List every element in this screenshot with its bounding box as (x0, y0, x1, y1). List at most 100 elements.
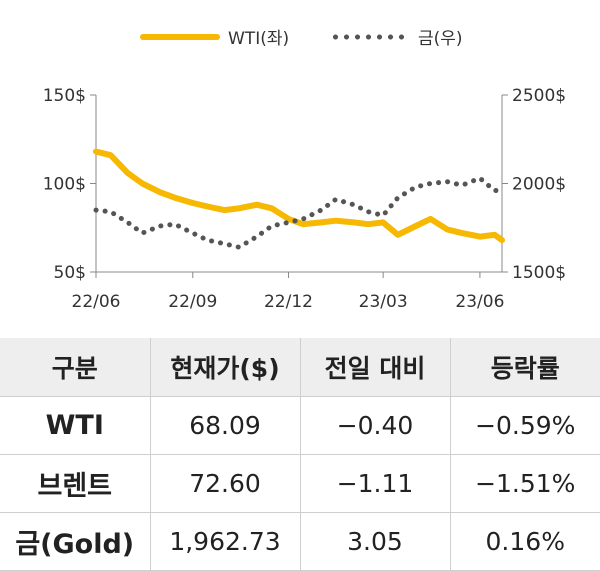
x-tick-label: 22/09 (168, 292, 217, 312)
legend-label-wti: WTI(좌) (228, 29, 290, 49)
row-label: 금(Gold) (0, 512, 150, 571)
change-rate: 0.16% (449, 512, 600, 571)
wti-point (142, 183, 143, 184)
wti-point (321, 222, 322, 223)
wti-point (110, 155, 111, 156)
gold-point (271, 225, 272, 226)
current-price: 68.09 (149, 396, 300, 455)
wti-point (224, 210, 225, 211)
wti-point (397, 234, 398, 235)
wti-point (368, 224, 369, 225)
x-axis-ticks: 22/06 22/09 22/12 23/03 23/06 (72, 272, 504, 312)
legend-item-gold: 금(우) (330, 24, 463, 49)
table-header: 현재가($) (149, 338, 300, 397)
gold-series-line (93, 175, 505, 250)
price-chart: 150$100$50$ 2500$2000$1500$ 22/06 22/09 22… (43, 86, 566, 312)
wti-point (462, 233, 463, 234)
x-tick-label: 23/06 (455, 292, 504, 312)
legend-swatch-wti (140, 33, 220, 40)
wti-series-line (93, 148, 505, 244)
gold-point (353, 204, 354, 205)
wti-point (207, 206, 208, 207)
gold-point (494, 190, 495, 191)
wti-point (96, 151, 97, 152)
table-row: WTI 68.09 −0.40 −0.59% (0, 396, 600, 455)
row-label: 브렌트 (0, 454, 150, 513)
right-tick-label: 2000$ (512, 175, 566, 195)
price-table: 구분 현재가($) 전일 대비 등락률 WTI 68.09 −0.40 −0.5… (0, 338, 600, 571)
x-tick-label: 23/03 (359, 292, 408, 312)
legend-item-wti: WTI(좌) (140, 24, 289, 49)
gold-point (397, 197, 398, 198)
legend-label-gold: 금(우) (418, 29, 463, 49)
change-rate: −0.59% (449, 396, 600, 455)
day-change: −0.40 (299, 396, 450, 455)
right-tick-label: 1500$ (512, 263, 566, 283)
wti-point (447, 229, 448, 230)
right-tick-label: 2500$ (512, 86, 566, 106)
right-axis-ticks: 2500$ 2000$ 1500$ (502, 86, 566, 283)
day-change: 3.05 (299, 512, 450, 571)
wti-point (494, 234, 495, 235)
gold-point (447, 181, 448, 182)
gold-point (383, 215, 384, 216)
table-header: 등락률 (449, 338, 600, 397)
gold-point (303, 218, 304, 219)
series-layer (93, 148, 505, 250)
wti-point (479, 236, 480, 237)
gold-point (224, 243, 225, 244)
gold-point (430, 183, 431, 184)
wti-point (415, 225, 416, 226)
gold-point (174, 224, 175, 225)
wti-point (160, 192, 161, 193)
gold-point (462, 185, 463, 186)
gold-point (479, 178, 480, 179)
left-tick-label: 50$ (54, 263, 86, 283)
table-row: 금(Gold) 1,962.73 3.05 0.16% (0, 512, 600, 571)
current-price: 72.60 (149, 454, 300, 513)
gold-point (160, 225, 161, 226)
wti-point (335, 220, 336, 221)
gold-point (127, 222, 128, 223)
wti-point (256, 204, 257, 205)
table-header-row: 구분 현재가($) 전일 대비 등락률 (0, 338, 600, 397)
wti-point (303, 224, 304, 225)
gold-point (502, 190, 503, 191)
change-rate: −1.51% (449, 454, 600, 513)
wti-point (239, 208, 240, 209)
wti-point (174, 197, 175, 198)
x-tick-label: 22/06 (72, 292, 121, 312)
day-change: −1.11 (299, 454, 450, 513)
left-axis-ticks: 150$ 100$ 50$ (43, 86, 96, 283)
gold-point (142, 233, 143, 234)
left-tick-label: 150$ (43, 86, 86, 106)
table-header: 구분 (0, 338, 150, 397)
wti-point (502, 240, 503, 241)
wti-point (271, 208, 272, 209)
left-tick-label: 100$ (43, 175, 86, 195)
gold-point (96, 210, 97, 211)
gold-point (321, 210, 322, 211)
wti-point (353, 222, 354, 223)
gold-point (335, 199, 336, 200)
table-header: 전일 대비 (299, 338, 450, 397)
gold-point (207, 240, 208, 241)
gold-point (288, 222, 289, 223)
wti-point (192, 202, 193, 203)
wti-point (127, 172, 128, 173)
gold-point (239, 247, 240, 248)
wti-point (383, 222, 384, 223)
row-label: WTI (0, 396, 150, 455)
gold-point (368, 211, 369, 212)
legend-swatch-gold (330, 33, 410, 40)
wti-point (288, 218, 289, 219)
chart-legend: WTI(좌) 금(우) (0, 24, 600, 54)
gold-point (110, 211, 111, 212)
gold-point (415, 187, 416, 188)
wti-point (430, 218, 431, 219)
x-tick-label: 22/12 (264, 292, 313, 312)
table-row: 브렌트 72.60 −1.11 −1.51% (0, 454, 600, 513)
gold-point (192, 233, 193, 234)
current-price: 1,962.73 (149, 512, 300, 571)
gold-point (256, 236, 257, 237)
